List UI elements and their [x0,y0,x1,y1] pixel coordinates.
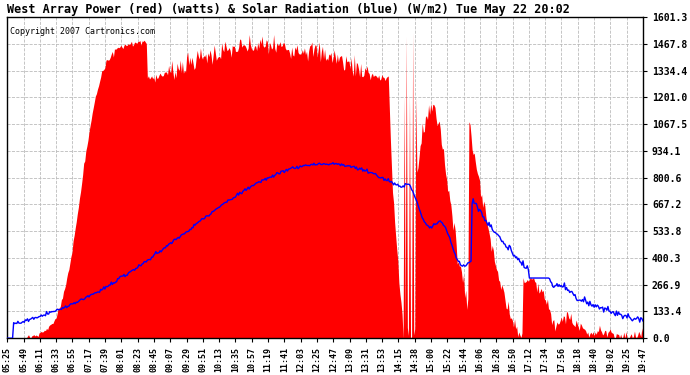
Text: Copyright 2007 Cartronics.com: Copyright 2007 Cartronics.com [10,27,155,36]
Text: West Array Power (red) (watts) & Solar Radiation (blue) (W/m2) Tue May 22 20:02: West Array Power (red) (watts) & Solar R… [8,3,570,16]
